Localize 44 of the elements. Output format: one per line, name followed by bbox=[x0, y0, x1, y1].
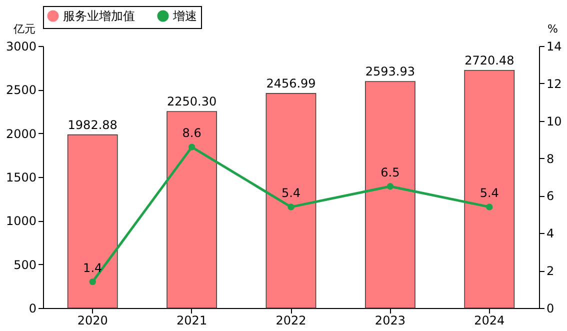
point bbox=[486, 204, 493, 210]
y-tick-label: 0 bbox=[28, 302, 36, 316]
data-label: 2250.30 bbox=[166, 94, 217, 108]
data-label: 5.4 bbox=[281, 186, 301, 200]
point bbox=[288, 204, 294, 210]
data-label: 2593.93 bbox=[365, 64, 416, 78]
x-tick-label: 2024 bbox=[474, 314, 505, 328]
y2-tick-label: 12 bbox=[546, 76, 562, 91]
x-tick-label: 2020 bbox=[77, 314, 108, 328]
legend-label: 服务业增加值 bbox=[63, 9, 135, 23]
y-tick-label: 1500 bbox=[6, 170, 36, 184]
data-label: 5.4 bbox=[480, 186, 499, 200]
y2-tick-label: 14 bbox=[546, 40, 562, 54]
bar bbox=[464, 70, 515, 308]
point bbox=[188, 144, 196, 150]
bar bbox=[365, 81, 416, 308]
data-label: 6.5 bbox=[380, 165, 400, 180]
y-axis-title: 亿元 bbox=[12, 22, 36, 36]
x-tick-label: 2022 bbox=[276, 314, 306, 328]
data-label: 8.6 bbox=[182, 126, 202, 140]
y-tick-label: 2500 bbox=[6, 83, 36, 98]
data-label: 1982.88 bbox=[68, 118, 118, 132]
y2-tick-label: 8 bbox=[546, 152, 554, 166]
y2-tick-label: 10 bbox=[546, 114, 562, 128]
y-tick-label: 3000 bbox=[6, 40, 36, 54]
y2-tick-label: 2 bbox=[546, 264, 554, 278]
bar bbox=[266, 93, 316, 308]
point bbox=[386, 183, 394, 190]
y2-tick-label: 6 bbox=[546, 189, 554, 204]
y2-tick-label: 0 bbox=[546, 302, 554, 316]
x-tick-label: 2021 bbox=[176, 314, 208, 328]
x-tick-label: 2023 bbox=[374, 314, 406, 328]
point bbox=[89, 278, 96, 286]
y-tick-label: 2000 bbox=[6, 126, 36, 141]
y2-tick-label: 4 bbox=[546, 226, 554, 241]
y-tick-label: 500 bbox=[14, 258, 36, 272]
legend-label: 增速 bbox=[172, 9, 197, 23]
bar bbox=[166, 111, 217, 308]
y2-axis-title: % bbox=[548, 22, 558, 36]
data-label: 1.4 bbox=[83, 260, 102, 275]
y-tick-label: 1000 bbox=[6, 214, 36, 228]
data-label: 2456.99 bbox=[266, 76, 316, 90]
bar bbox=[67, 134, 118, 308]
data-label: 2720.48 bbox=[464, 53, 514, 68]
